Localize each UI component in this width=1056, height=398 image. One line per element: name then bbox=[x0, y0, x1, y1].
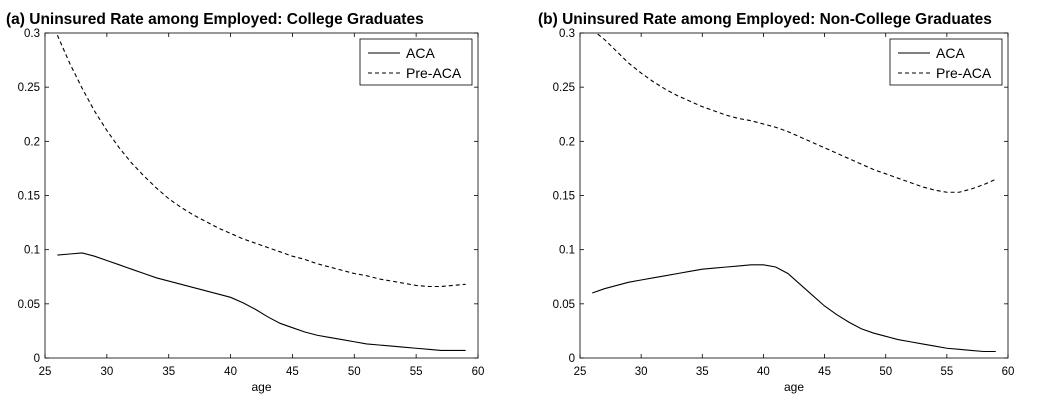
x-tick-label: 60 bbox=[472, 366, 485, 378]
y-tick-label: 0 bbox=[569, 353, 575, 365]
x-tick-label: 30 bbox=[100, 366, 113, 378]
x-tick-label: 40 bbox=[757, 366, 770, 378]
x-tick-label: 35 bbox=[696, 366, 709, 378]
y-tick-label: 0.25 bbox=[18, 82, 40, 94]
chart-panel-a: (a) Uninsured Rate among Employed: Colle… bbox=[6, 11, 484, 394]
chart-panel-b: (b) Uninsured Rate among Employed: Non-C… bbox=[538, 11, 1014, 394]
x-tick-label: 55 bbox=[940, 366, 953, 378]
x-tick-label: 50 bbox=[348, 366, 361, 378]
plot-area bbox=[44, 32, 479, 359]
x-tick-label: 25 bbox=[39, 366, 52, 378]
x-tick-label: 45 bbox=[818, 366, 831, 378]
y-tick-label: 0.15 bbox=[553, 191, 575, 203]
x-tick-label: 50 bbox=[879, 366, 892, 378]
y-tick-label: 0 bbox=[34, 353, 40, 365]
series-line-aca bbox=[57, 252, 466, 351]
x-tick-label: 55 bbox=[410, 366, 423, 378]
chart-title: (b) Uninsured Rate among Employed: Non-C… bbox=[538, 11, 992, 28]
legend-box bbox=[359, 38, 473, 86]
series-line-pre-aca bbox=[595, 33, 996, 193]
x-tick-label: 40 bbox=[224, 366, 237, 378]
x-axis-label: age bbox=[784, 380, 804, 394]
y-tick-label: 0.25 bbox=[553, 82, 575, 94]
legend-label: ACA bbox=[406, 45, 435, 61]
series-line-pre-aca bbox=[56, 34, 466, 288]
chart-title: (a) Uninsured Rate among Employed: Colle… bbox=[6, 11, 424, 28]
y-tick-label: 0.3 bbox=[24, 28, 40, 40]
series-line-aca bbox=[592, 264, 996, 353]
legend-box bbox=[889, 38, 1003, 86]
legend-label: ACA bbox=[936, 45, 965, 61]
y-tick-label: 0.2 bbox=[559, 136, 575, 148]
legend-label: Pre-ACA bbox=[406, 65, 462, 81]
y-tick-label: 0.1 bbox=[24, 245, 40, 257]
x-tick-label: 25 bbox=[574, 366, 587, 378]
x-axis-label: age bbox=[251, 380, 271, 394]
legend-label: Pre-ACA bbox=[936, 65, 992, 81]
y-tick-label: 0.05 bbox=[553, 299, 575, 311]
x-tick-label: 45 bbox=[286, 366, 299, 378]
y-tick-label: 0.2 bbox=[24, 136, 40, 148]
y-tick-label: 0.15 bbox=[18, 191, 40, 203]
x-tick-label: 60 bbox=[1002, 366, 1015, 378]
y-tick-label: 0.3 bbox=[559, 28, 575, 40]
plot-area bbox=[579, 32, 1009, 359]
x-tick-label: 30 bbox=[635, 366, 648, 378]
y-tick-label: 0.05 bbox=[18, 299, 40, 311]
y-tick-label: 0.1 bbox=[559, 245, 575, 257]
x-tick-label: 35 bbox=[162, 366, 175, 378]
